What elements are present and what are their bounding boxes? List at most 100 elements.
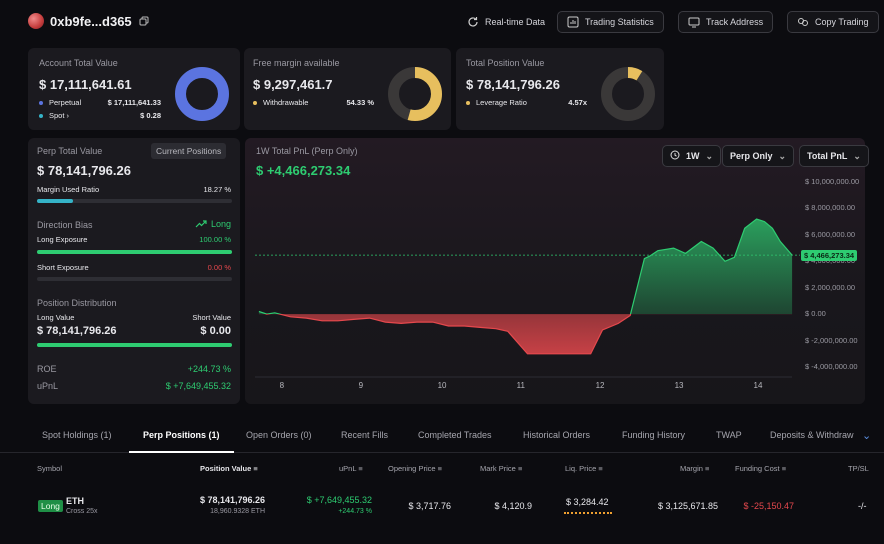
metric-dropdown[interactable]: Total PnL ⌄ xyxy=(799,145,869,167)
long-value-label: Long Value xyxy=(37,313,75,322)
current-pnl-label: $ 4,466,273.34 xyxy=(801,250,858,261)
distribution-bar xyxy=(37,343,232,347)
long-value-amount: $ 78,141,796.26 xyxy=(37,325,117,337)
sort-icon: ≡ xyxy=(437,464,443,473)
y-tick-label: $ 10,000,000.00 xyxy=(805,177,860,186)
upnl-value: $ +7,649,455.32 xyxy=(165,381,231,391)
row-upnl-pct: +244.73 % xyxy=(338,508,372,515)
perpetual-row: Perpetual $ 17,111,641.33 xyxy=(39,98,161,107)
free-margin-label: Free margin available xyxy=(253,58,340,68)
spot-row[interactable]: Spot › $ 0.28 xyxy=(39,111,161,120)
th-position-value[interactable]: Position Value ≡ xyxy=(200,464,258,473)
pnl-positive-area xyxy=(258,219,793,314)
tab-spot-holdings[interactable]: Spot Holdings (1) xyxy=(42,430,112,440)
pnl-positive-line xyxy=(258,218,793,314)
tab-twap[interactable]: TWAP xyxy=(716,430,742,440)
free-margin-card: Free margin available $ 9,297,461.7 With… xyxy=(244,48,451,130)
margin-used-label: Margin Used Ratio xyxy=(37,185,100,194)
margin-used-bar xyxy=(37,199,232,203)
period-dropdown[interactable]: 1W ⌄ xyxy=(662,145,722,167)
short-exposure-bar xyxy=(37,277,232,281)
realtime-data-button[interactable]: Real-time Data xyxy=(458,11,554,33)
sort-icon: ≡ xyxy=(253,464,258,473)
roe-value: +244.73 % xyxy=(187,364,231,374)
roe-label: ROE xyxy=(37,364,57,374)
scope-dropdown[interactable]: Perp Only ⌄ xyxy=(722,145,795,167)
clock-icon xyxy=(670,150,680,162)
tab-completed-trades[interactable]: Completed Trades xyxy=(418,430,492,440)
perp-summary-panel: Perp Total Value Current Positions $ 78,… xyxy=(28,138,240,404)
total-position-value: $ 78,141,796.26 xyxy=(466,77,560,92)
current-positions-tag[interactable]: Current Positions xyxy=(151,143,227,159)
withdrawable-row: Withdrawable 54.33 % xyxy=(253,98,374,107)
chevron-right-icon: › xyxy=(66,111,70,120)
total-position-card: Total Position Value $ 78,141,796.26 Lev… xyxy=(456,48,664,130)
perpetual-dot xyxy=(39,101,43,106)
direction-bias-value: Long xyxy=(195,219,231,229)
long-exposure-label: Long Exposure xyxy=(37,235,88,244)
th-symbol: Symbol xyxy=(37,464,63,473)
tab-open-orders[interactable]: Open Orders (0) xyxy=(246,430,312,440)
tab-deposits-withdraw[interactable]: Deposits & Withdraw xyxy=(770,430,854,440)
x-tick-label: 12 xyxy=(595,381,605,390)
tab-recent-fills[interactable]: Recent Fills xyxy=(341,430,389,440)
th-margin[interactable]: Margin ≡ xyxy=(680,464,710,473)
row-funding-cost: $ -25,150.47 xyxy=(743,501,794,511)
pnl-negative-area xyxy=(258,314,793,354)
th-upnl[interactable]: uPnL ≡ xyxy=(339,464,363,473)
y-tick-label: $ -2,000,000.00 xyxy=(805,335,858,345)
account-donut-chart xyxy=(175,67,229,121)
short-value-amount: $ 0.00 xyxy=(200,325,231,337)
th-mark-price[interactable]: Mark Price ≡ xyxy=(480,464,523,473)
short-exposure-value: 0.00 % xyxy=(207,263,231,272)
row-symbol: ETH xyxy=(66,496,84,506)
table-row[interactable]: Long ETH Cross 25x $ 78,141,796.26 18,96… xyxy=(0,482,884,528)
x-tick-label: 9 xyxy=(358,381,364,390)
copy-trading-button[interactable]: Copy Trading xyxy=(787,11,879,33)
copy-icon[interactable] xyxy=(138,15,150,27)
row-open-price: $ 3,717.76 xyxy=(408,501,451,511)
short-value-label: Short Value xyxy=(192,313,231,322)
account-total-label: Account Total Value xyxy=(39,58,118,68)
perp-total-label: Perp Total Value xyxy=(37,146,103,156)
trend-up-icon xyxy=(195,220,207,228)
row-mark-price: $ 4,120.9 xyxy=(494,501,532,511)
y-tick-label: $ -4,000,000.00 xyxy=(805,362,858,371)
x-tick-label: 8 xyxy=(279,381,285,390)
margin-used-fill xyxy=(37,199,73,203)
long-exposure-value: 100.00 % xyxy=(199,235,231,244)
th-open-price[interactable]: Opening Price ≡ xyxy=(388,464,443,473)
y-tick-label: $ 6,000,000.00 xyxy=(805,229,856,239)
tabs-bar xyxy=(0,420,884,453)
wallet-address: 0xb9fe...d365 xyxy=(50,13,132,29)
tab-funding-history[interactable]: Funding History xyxy=(622,430,686,440)
leverage-dot xyxy=(466,101,470,106)
total-position-label: Total Position Value xyxy=(466,58,545,68)
th-funding-cost[interactable]: Funding Cost ≡ xyxy=(735,464,787,473)
tab-historical-orders[interactable]: Historical Orders xyxy=(523,430,591,440)
trading-statistics-button[interactable]: Trading Statistics xyxy=(557,11,664,33)
leverage-donut-chart xyxy=(601,67,655,121)
row-margin: $ 3,125,671.85 xyxy=(657,501,718,511)
y-tick-label: $ 2,000,000.00 xyxy=(805,282,856,292)
x-tick-label: 10 xyxy=(437,381,447,390)
active-tab-underline xyxy=(129,451,234,453)
chevron-down-icon: ⌄ xyxy=(705,150,714,161)
tabs-more-chevron-icon[interactable]: ⌄ xyxy=(862,430,872,442)
chevron-down-icon: ⌄ xyxy=(778,150,787,161)
long-exposure-bar xyxy=(37,250,232,254)
pnl-chart-title: 1W Total PnL (Perp Only) xyxy=(256,146,358,156)
th-tpsl: TP/SL xyxy=(848,464,869,473)
side-badge: Long xyxy=(38,500,63,512)
tab-perp-positions[interactable]: Perp Positions (1) xyxy=(143,430,220,440)
chevron-down-icon: ⌄ xyxy=(853,150,861,161)
pnl-negative-line xyxy=(264,314,632,355)
x-tick-label: 13 xyxy=(674,381,684,390)
row-tpsl: -/- xyxy=(858,501,867,511)
x-tick-label: 11 xyxy=(516,381,525,390)
track-address-button[interactable]: Track Address xyxy=(678,11,774,33)
th-liq-price[interactable]: Liq. Price ≡ xyxy=(565,464,603,473)
copy-trading-icon xyxy=(797,16,809,28)
margin-donut-chart xyxy=(388,67,442,121)
header-address-block[interactable]: 0xb9fe...d365 xyxy=(28,13,150,29)
